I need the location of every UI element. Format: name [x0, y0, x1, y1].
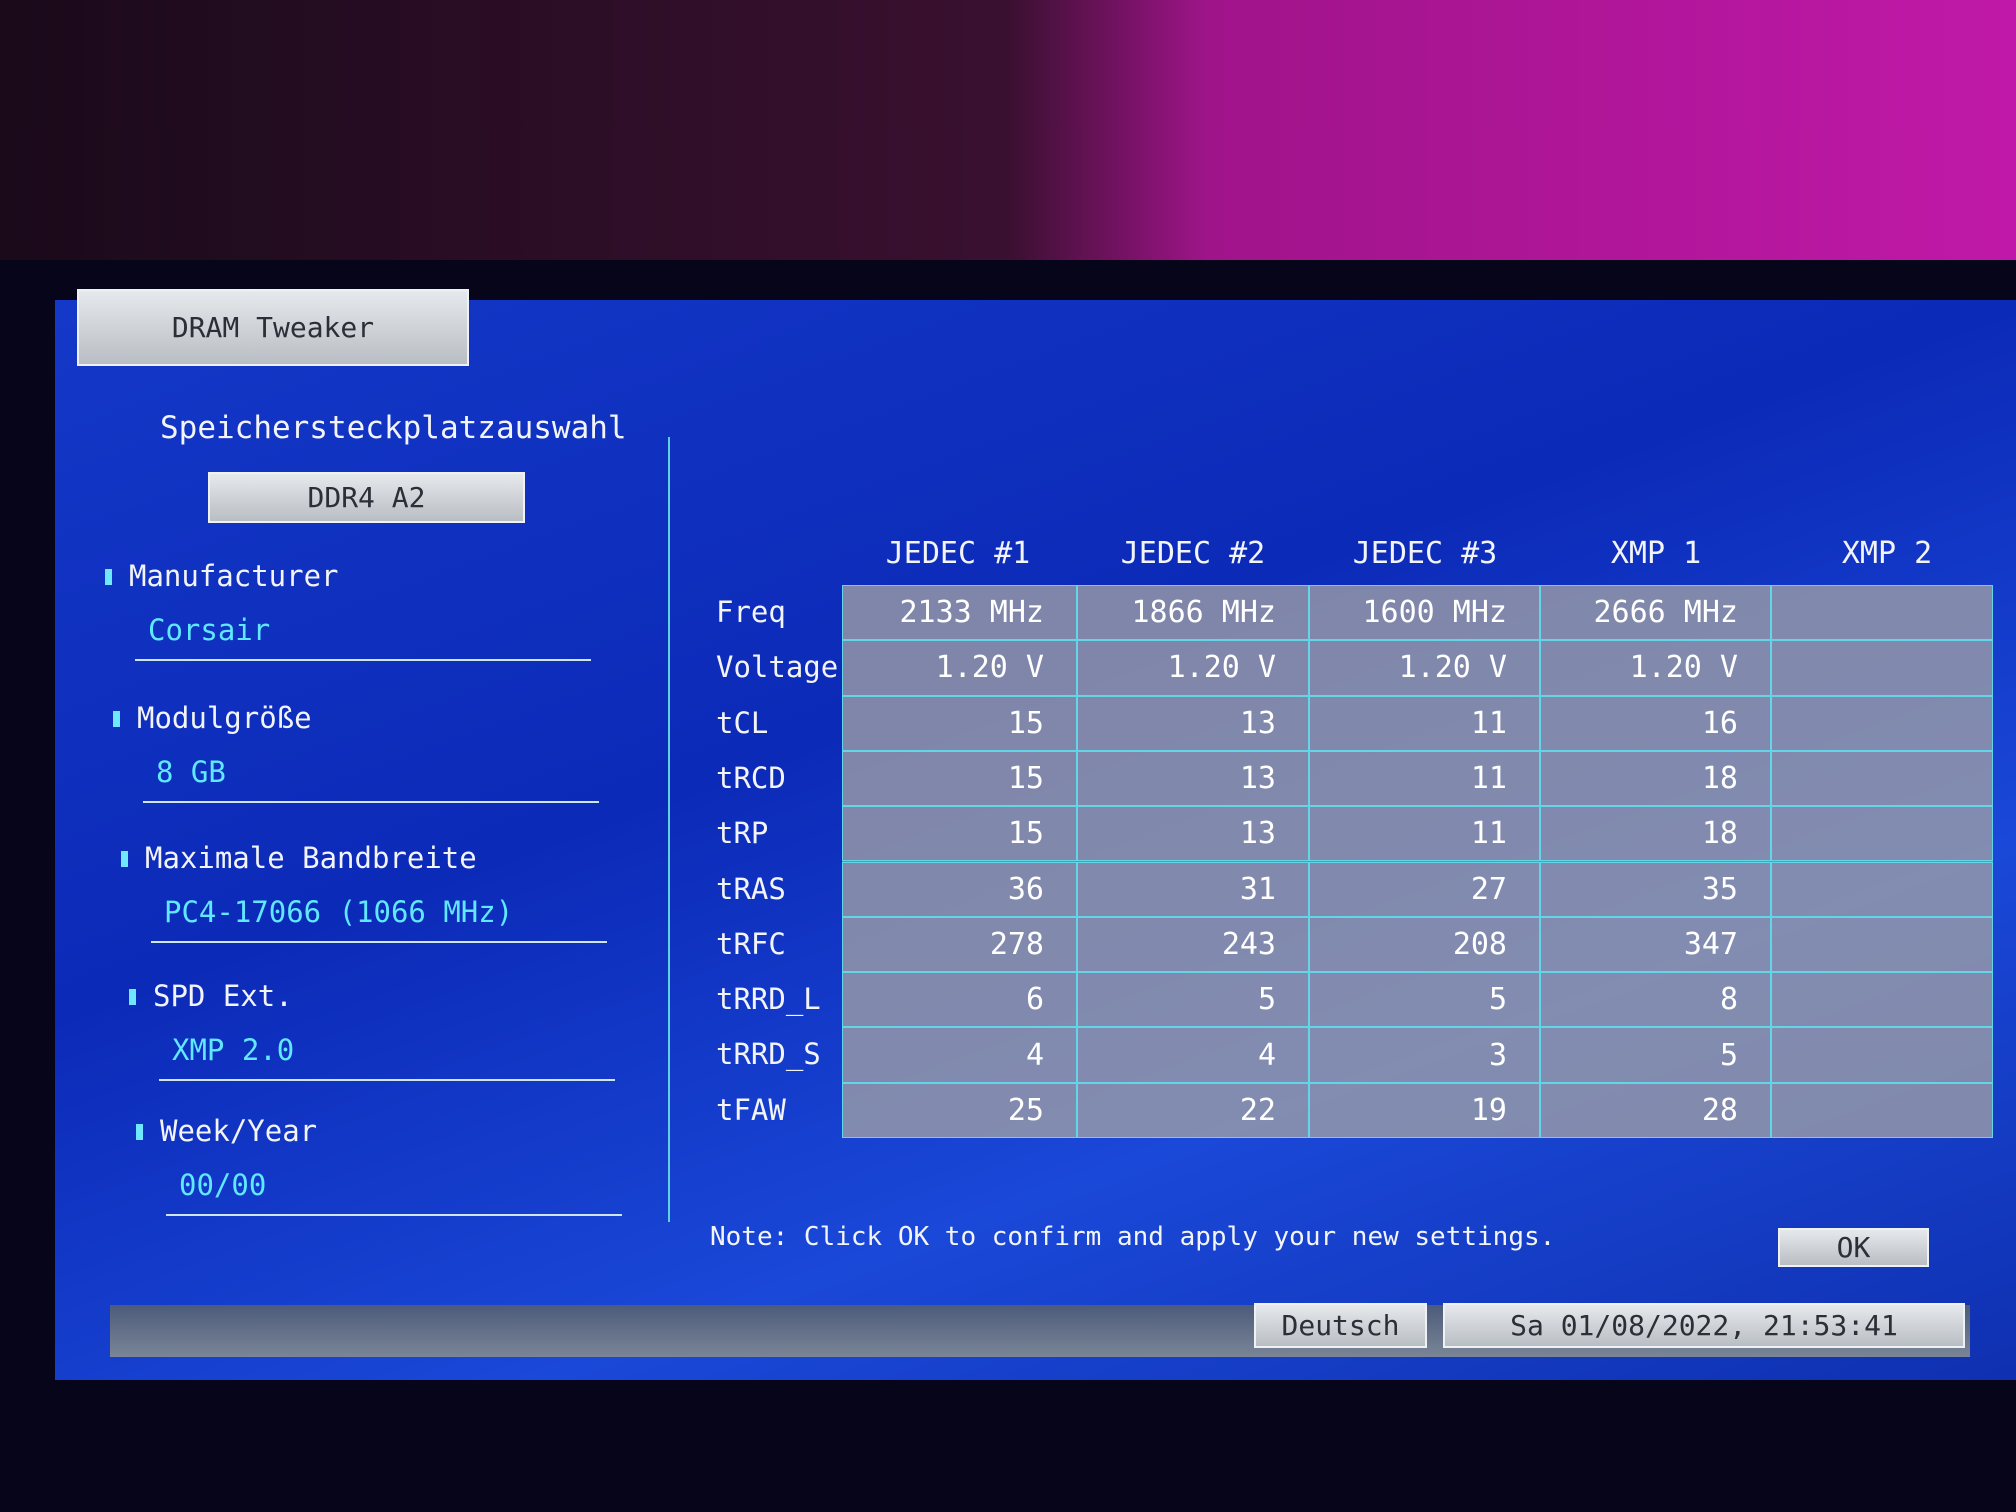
- row-label: Voltage: [716, 650, 839, 685]
- table-cell: 15: [842, 695, 1077, 751]
- table-cell: 13: [1077, 750, 1309, 807]
- table-cell: 19: [1309, 1082, 1540, 1138]
- table-cell: 35: [1540, 861, 1771, 917]
- column-header: XMP 2: [1841, 536, 1933, 571]
- field-underline: [159, 1079, 615, 1081]
- bullet: [113, 711, 120, 727]
- table-cell: 1.20 V: [1540, 640, 1771, 696]
- row-label: tRFC: [716, 926, 786, 961]
- divider: [668, 437, 670, 1222]
- table-cell: [1771, 972, 1993, 1028]
- slot-select[interactable]: DDR4 A2: [208, 472, 525, 523]
- bullet: [105, 569, 112, 585]
- field-underline: [135, 659, 591, 661]
- bullet: [121, 851, 128, 867]
- table-cell: 1.20 V: [1077, 640, 1309, 696]
- field-value[interactable]: Corsair: [148, 613, 271, 647]
- table-cell: 11: [1309, 695, 1540, 751]
- row-label: tFAW: [716, 1092, 786, 1127]
- background-room: [0, 0, 2016, 260]
- table-cell: 4: [842, 1027, 1077, 1083]
- table-cell: 11: [1309, 750, 1540, 807]
- table-cell: 28: [1540, 1082, 1771, 1138]
- table-cell: 3: [1309, 1027, 1540, 1083]
- row-label: Freq: [716, 595, 786, 629]
- language-button[interactable]: Deutsch: [1254, 1303, 1427, 1348]
- table-cell: [1771, 861, 1993, 917]
- table-cell: [1771, 1082, 1993, 1138]
- table-cell: 13: [1077, 695, 1309, 751]
- row-label: tRRD_S: [716, 1037, 821, 1072]
- table-cell: 22: [1077, 1082, 1309, 1138]
- field-label: Maximale Bandbreite: [145, 841, 477, 875]
- slot-heading: Speichersteckplatzauswahl: [160, 410, 627, 446]
- table-cell: 15: [842, 806, 1077, 862]
- table-cell: 1.20 V: [1309, 640, 1540, 696]
- table-cell: 25: [842, 1082, 1077, 1138]
- row-label: tRAS: [716, 871, 786, 906]
- field-value[interactable]: XMP 2.0: [172, 1033, 295, 1067]
- table-cell: 11: [1309, 806, 1540, 862]
- bullet: [136, 1124, 143, 1140]
- field-value[interactable]: 8 GB: [156, 755, 226, 789]
- table-cell: [1771, 640, 1993, 696]
- field-label: Week/Year: [160, 1114, 318, 1148]
- field-underline: [143, 801, 599, 803]
- table-cell: 2666 MHz: [1540, 585, 1771, 641]
- table-cell: 16: [1540, 695, 1771, 751]
- column-header: XMP 1: [1610, 536, 1702, 571]
- field-label: Modulgröße: [137, 701, 312, 735]
- datetime: Sa 01/08/2022, 21:53:41: [1443, 1303, 1965, 1348]
- table-cell: 31: [1077, 861, 1309, 917]
- table-cell: 27: [1309, 861, 1540, 917]
- table-cell: 5: [1540, 1027, 1771, 1083]
- table-cell: 347: [1540, 916, 1771, 973]
- table-cell: 278: [842, 916, 1077, 973]
- row-label: tRP: [716, 816, 769, 851]
- row-label: tRCD: [716, 760, 786, 795]
- table-cell: 6: [842, 972, 1077, 1028]
- table-cell: 1866 MHz: [1077, 585, 1309, 641]
- table-cell: 13: [1077, 806, 1309, 862]
- table-cell: 18: [1540, 806, 1771, 862]
- column-header: JEDEC #3: [1352, 536, 1498, 571]
- table-cell: 18: [1540, 750, 1771, 807]
- table-cell: [1771, 750, 1993, 807]
- ok-button[interactable]: OK: [1778, 1228, 1929, 1267]
- table-cell: [1771, 806, 1993, 862]
- table-cell: 2133 MHz: [842, 585, 1077, 641]
- column-header: JEDEC #1: [885, 536, 1031, 571]
- field-underline: [151, 941, 607, 943]
- field-value[interactable]: PC4-17066 (1066 MHz): [164, 895, 514, 929]
- table-cell: 5: [1077, 972, 1309, 1028]
- table-cell: 208: [1309, 916, 1540, 973]
- row-label: tRRD_L: [716, 982, 821, 1017]
- table-cell: 36: [842, 861, 1077, 917]
- dialog-tab[interactable]: DRAM Tweaker: [77, 289, 469, 366]
- field-label: Manufacturer: [129, 559, 339, 593]
- column-header: JEDEC #2: [1120, 536, 1266, 571]
- table-cell: [1771, 916, 1993, 973]
- table-cell: 8: [1540, 972, 1771, 1028]
- table-cell: 4: [1077, 1027, 1309, 1083]
- row-label: tCL: [716, 705, 769, 740]
- field-underline: [166, 1214, 622, 1216]
- timing-table: 2133 MHz 1866 MHz 1600 MHz 2666 MHz 1.20 V 1.…: [842, 585, 1993, 1138]
- field-value[interactable]: 00/00: [179, 1168, 267, 1202]
- table-cell: [1771, 1027, 1993, 1083]
- table-cell: 243: [1077, 916, 1309, 973]
- table-cell: 15: [842, 750, 1077, 807]
- table-cell: 1.20 V: [842, 640, 1077, 696]
- table-cell: 5: [1309, 972, 1540, 1028]
- table-cell: [1771, 585, 1993, 641]
- table-cell: [1771, 695, 1993, 751]
- note: Note: Click OK to confirm and apply your…: [710, 1222, 1556, 1252]
- table-cell: 1600 MHz: [1309, 585, 1540, 641]
- field-label: SPD Ext.: [153, 979, 293, 1013]
- bullet: [129, 989, 136, 1005]
